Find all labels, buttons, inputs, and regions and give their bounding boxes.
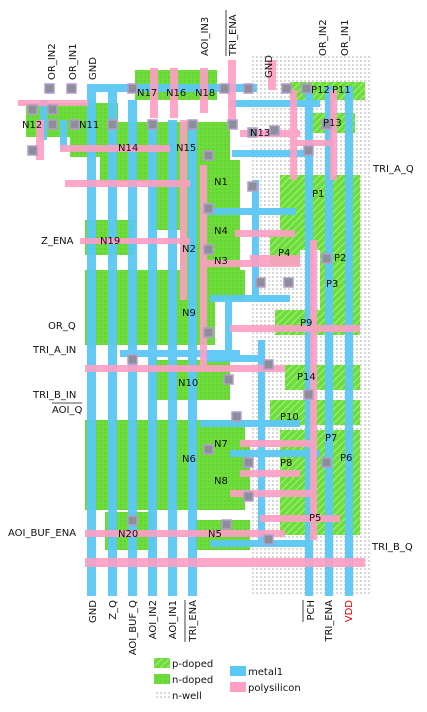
transistor-p14: P14	[297, 372, 316, 383]
pin-label-tri-a-in: TRI_A_IN	[32, 345, 76, 356]
transistor-n9: N9	[182, 308, 196, 319]
transistor-labels: N17 N16 N18 N12 N11 N13 N14 N15 N1 N4 N2…	[22, 85, 352, 540]
transistor-p2: P2	[334, 253, 346, 264]
contacts	[27, 83, 332, 545]
legend-label-n-doped: n-doped	[172, 675, 213, 686]
transistor-p10: P10	[280, 412, 299, 423]
left-pin-labels: Z_ENA OR_Q TRI_A_IN TRI_B_IN AOI_Q AOI_B…	[8, 236, 82, 539]
pin-label-or-in1-right: OR_IN1	[340, 19, 351, 56]
transistor-n20: N20	[118, 529, 138, 540]
pin-label-or-in2-right: OR_IN2	[318, 19, 329, 56]
legend-label-polysilicon: polysilicon	[248, 683, 301, 694]
legend-swatch-polysilicon	[230, 682, 246, 692]
transistor-n15: N15	[176, 143, 196, 154]
legend-swatch-p-doped	[154, 658, 170, 668]
transistor-n14: N14	[118, 143, 138, 154]
pin-label-bot-tri-ena-bar: TRI_ENA	[188, 600, 199, 643]
pin-label-bot-tri-ena: TRI_ENA	[324, 600, 335, 643]
pin-label-tri-a-q: TRI_A_Q	[372, 164, 414, 175]
transistor-n18: N18	[195, 88, 215, 99]
transistor-n17: N17	[137, 88, 157, 99]
pin-label-aoi-q-bar: AOI_Q	[52, 405, 82, 416]
transistor-n7: N7	[214, 439, 228, 450]
transistor-n13: N13	[250, 128, 270, 139]
transistor-n5: N5	[208, 529, 222, 540]
pin-label-bot-vdd: VDD	[344, 600, 355, 623]
legend-swatch-n-doped	[154, 674, 170, 684]
transistor-p8: P8	[280, 458, 292, 469]
pin-label-aoi-in3: AOI_IN3	[200, 17, 211, 56]
transistor-n8: N8	[214, 476, 228, 487]
pin-label-tri-b-in: TRI_B_IN	[32, 390, 76, 401]
transistor-n6: N6	[182, 454, 196, 465]
transistor-p13: P13	[323, 118, 342, 129]
legend-swatch-n-well	[154, 690, 170, 700]
legend: p-doped n-doped n-well metal1 polysilico…	[154, 658, 301, 702]
transistor-p12: P12	[311, 85, 330, 96]
pin-label-tri-ena-bar: TRI_ENA	[228, 14, 239, 57]
pin-label-or-in2: OR_IN2	[47, 43, 58, 80]
legend-label-n-well: n-well	[172, 691, 202, 702]
transistor-p1: P1	[312, 189, 324, 200]
pin-label-tri-b-q: TRI_B_Q	[371, 542, 413, 553]
pin-label-aoi-buf-ena: AOI_BUF_ENA	[8, 528, 76, 539]
pin-label-bot-z-q: Z_Q	[108, 600, 119, 620]
legend-label-metal1: metal1	[248, 667, 283, 678]
transistor-p11: P11	[332, 85, 351, 96]
pin-label-gnd: GND	[88, 57, 99, 80]
right-pin-labels: TRI_A_Q TRI_B_Q	[371, 164, 414, 553]
pin-label-z-ena: Z_ENA	[41, 236, 74, 247]
pin-label-or-q: OR_Q	[48, 321, 76, 332]
legend-label-p-doped: p-doped	[172, 659, 213, 670]
transistor-p6: P6	[340, 453, 352, 464]
transistor-n1: N1	[214, 177, 228, 188]
pin-label-bot-aoi-in2: AOI_IN2	[148, 600, 159, 639]
transistor-n4: N4	[214, 226, 228, 237]
transistor-p7: P7	[325, 433, 337, 444]
transistor-n16: N16	[166, 88, 186, 99]
transistor-n12: N12	[22, 120, 42, 131]
transistor-p3: P3	[326, 279, 338, 290]
transistor-n10: N10	[178, 378, 198, 389]
pin-label-bot-aoi-buf-q: AOI_BUF_Q	[128, 600, 139, 655]
pin-label-or-in1: OR_IN1	[68, 43, 79, 80]
pin-label-bot-pch-bar: PCH	[306, 600, 317, 621]
transistor-n11: N11	[79, 120, 99, 131]
pin-label-gnd-2: GND	[264, 55, 275, 78]
transistor-p5: P5	[309, 513, 321, 524]
top-pin-labels: OR_IN2 OR_IN1 GND AOI_IN3 TRI_ENA GND OR…	[47, 10, 351, 80]
transistor-n2: N2	[182, 244, 196, 255]
transistor-n19: N19	[100, 236, 120, 247]
bottom-pin-labels: GND Z_Q AOI_BUF_Q AOI_IN2 AOI_IN1 TRI_EN…	[88, 600, 355, 656]
pin-label-bot-aoi-in1: AOI_IN1	[168, 600, 179, 639]
pin-label-bot-gnd: GND	[88, 600, 99, 623]
transistor-n3: N3	[214, 256, 228, 267]
transistor-p9: P9	[300, 318, 312, 329]
legend-swatch-metal1	[230, 666, 246, 676]
transistor-p4: P4	[278, 248, 290, 259]
